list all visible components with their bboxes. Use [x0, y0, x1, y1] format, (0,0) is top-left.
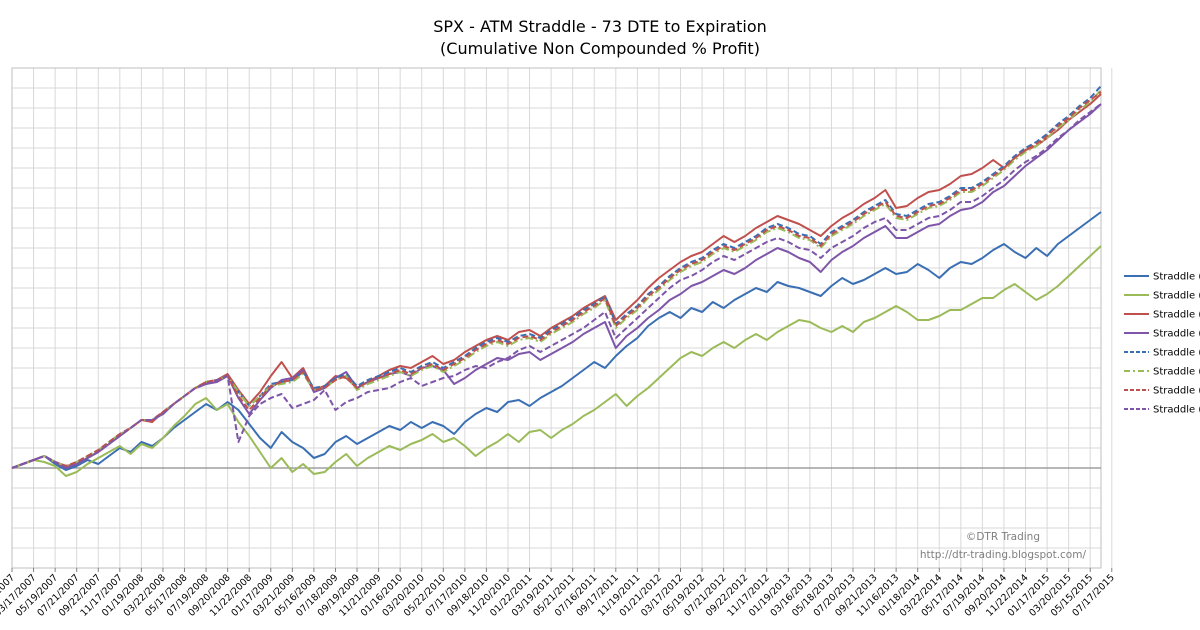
watermark-url: http://dtr-trading.blogspot.com/	[920, 549, 1087, 561]
chart-subtitle: (Cumulative Non Compounded % Profit)	[440, 39, 760, 58]
plot-series	[11, 85, 1102, 477]
legend-label-2: Straddle (5	[1153, 291, 1200, 302]
series-line-8	[11, 103, 1102, 469]
series-line-2	[11, 245, 1102, 477]
chart-title: SPX - ATM Straddle - 73 DTE to Expiratio…	[433, 17, 767, 36]
watermark-copyright: ©DTR Trading	[966, 531, 1040, 543]
legend-label-7: Straddle (1	[1153, 386, 1200, 397]
legend-label-5: Straddle (1	[1153, 348, 1200, 359]
legend-label-3: Straddle (7	[1153, 310, 1200, 321]
axes	[11, 67, 1102, 569]
series-line-1	[11, 211, 1102, 471]
legend-label-6: Straddle (1	[1153, 367, 1200, 378]
legend-label-8: Straddle (2	[1153, 405, 1200, 416]
legend: Straddle (2 Straddle (5 Straddle (7 Straddl…	[1124, 272, 1200, 416]
plot-area-border	[11, 67, 1102, 569]
legend-label-1: Straddle (2	[1153, 272, 1200, 283]
legend-label-4: Straddle (1	[1153, 329, 1200, 340]
